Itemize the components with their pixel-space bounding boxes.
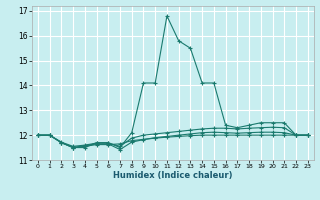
X-axis label: Humidex (Indice chaleur): Humidex (Indice chaleur) xyxy=(113,171,233,180)
